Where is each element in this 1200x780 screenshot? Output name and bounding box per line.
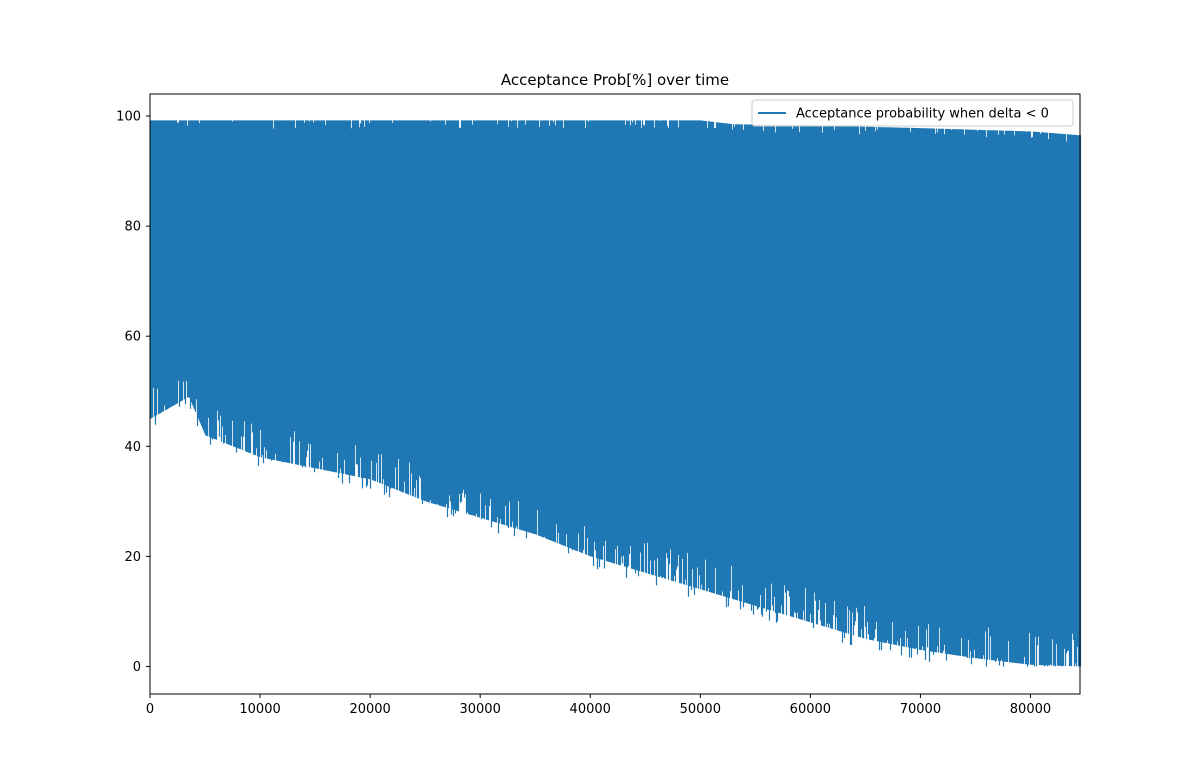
plot-area xyxy=(149,120,1082,667)
x-tick-label: 70000 xyxy=(900,702,941,717)
axes-frame xyxy=(149,93,1081,695)
x-tick-label: 80000 xyxy=(1010,702,1051,717)
legend: Acceptance probability when delta < 0 xyxy=(751,99,1074,127)
y-tick-label: 20 xyxy=(124,550,141,565)
legend-entry-label: Acceptance probability when delta < 0 xyxy=(796,107,1049,122)
y-tick-label: 0 xyxy=(133,660,141,675)
x-tick-label: 20000 xyxy=(349,702,390,717)
chart-title: Acceptance Prob[%] over time xyxy=(501,71,729,89)
y-axis: 0 20 40 60 80 100 xyxy=(116,110,150,675)
x-tick-label: 10000 xyxy=(239,702,280,717)
series-line-acceptance-probability xyxy=(149,120,1082,667)
y-tick-label: 100 xyxy=(116,110,141,125)
x-tick-label: 0 xyxy=(146,702,154,717)
axes-border xyxy=(149,93,1081,695)
x-tick-label: 30000 xyxy=(459,702,500,717)
y-tick-label: 80 xyxy=(124,220,141,235)
y-tick-label: 40 xyxy=(124,440,141,455)
x-tick-label: 50000 xyxy=(680,702,721,717)
x-axis: 0 10000 20000 30000 40000 50000 60000 70000 8000… xyxy=(146,694,1051,717)
y-tick-label: 60 xyxy=(124,330,141,345)
x-tick-label: 60000 xyxy=(790,702,831,717)
legend-box xyxy=(751,99,1074,127)
x-tick-label: 40000 xyxy=(570,702,611,717)
